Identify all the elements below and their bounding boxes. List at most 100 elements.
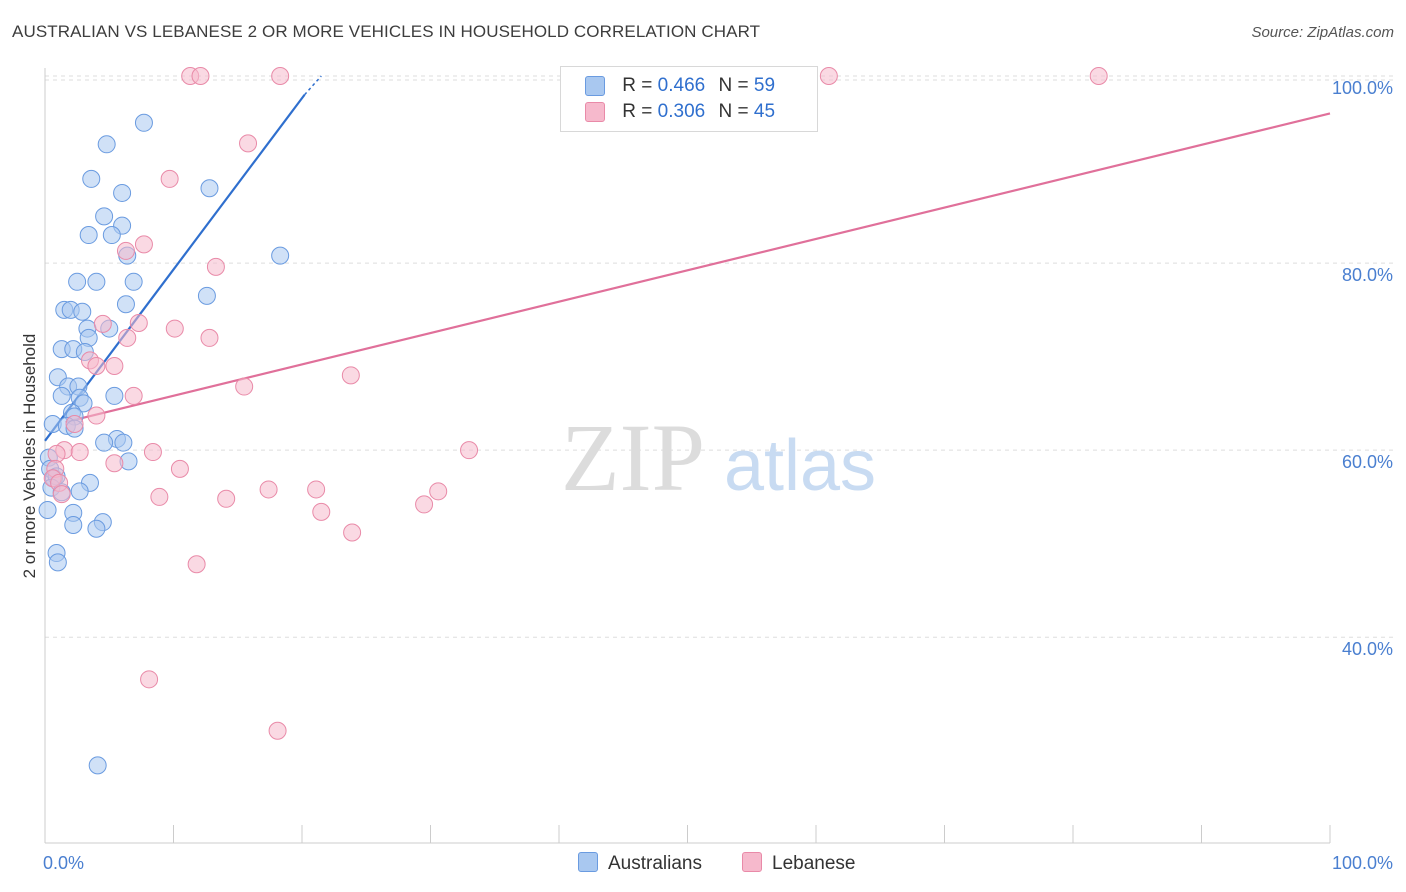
y-axis-label: 2 or more Vehicles in Household	[20, 334, 39, 579]
australians-point-5	[95, 207, 114, 226]
lebanese-points	[43, 67, 1108, 740]
australians-point-39	[114, 433, 133, 452]
lebanese-point-40	[312, 502, 331, 521]
watermark-atlas: atlas	[724, 426, 876, 506]
lebanese-point-6	[160, 169, 179, 188]
chart-title: AUSTRALIAN VS LEBANESE 2 OR MORE VEHICLE…	[12, 22, 761, 41]
lebanese-point-44	[268, 721, 287, 740]
lebanese-point-5	[239, 134, 258, 153]
australians-point-3	[200, 179, 219, 198]
australians-point-18	[73, 302, 92, 321]
lebanese-point-42	[187, 555, 206, 574]
legend-australians-r-label: R =	[622, 75, 653, 96]
lebanese-point-25	[143, 443, 162, 462]
legend-lebanese-r: 0.306	[657, 101, 706, 122]
lebanese-point-21	[87, 406, 106, 425]
legend-australians: R = 0.466 N = 59	[585, 75, 775, 99]
lebanese-point-34	[307, 480, 326, 499]
australians-point-4	[113, 183, 132, 202]
lebanese-point-18	[341, 366, 360, 385]
lebanese-point-38	[217, 489, 236, 508]
lebanese-point-41	[343, 523, 362, 542]
lebanese-point-39	[415, 495, 434, 514]
lebanese-point-1	[191, 67, 210, 86]
australians-point-56	[88, 756, 107, 775]
australians-point-1	[97, 135, 116, 154]
lebanese-point-16	[87, 356, 106, 375]
australians-point-38	[95, 433, 114, 452]
lebanese-point-9	[206, 257, 225, 276]
lebanese-point-10	[93, 314, 112, 333]
australians-point-48	[70, 482, 89, 501]
x-tick-label-max: 100.0%	[1332, 853, 1393, 873]
legend-australians-swatch	[585, 75, 605, 96]
lebanese-point-20	[124, 386, 143, 405]
lebanese-point-3	[819, 67, 838, 86]
lebanese-point-11	[129, 313, 148, 332]
legend-australians-n-label: N =	[718, 75, 749, 96]
lebanese-point-14	[200, 328, 219, 347]
lebanese-point-29	[105, 454, 124, 473]
australians-point-55	[48, 553, 67, 572]
lebanese-point-27	[47, 444, 66, 463]
australians-point-7	[79, 226, 98, 245]
australians-point-8	[102, 226, 121, 245]
lebanese-point-7	[134, 235, 153, 254]
lebanese-point-43	[140, 670, 159, 689]
y-tick-label-60: 60.0%	[1342, 452, 1393, 472]
lebanese-point-24	[70, 443, 89, 462]
lebanese-point-30	[170, 459, 189, 478]
lebanese-point-17	[105, 356, 124, 375]
australians-point-28	[52, 386, 71, 405]
lebanese-point-35	[429, 482, 448, 501]
lebanese-point-26	[460, 441, 479, 460]
australians-point-15	[116, 295, 135, 314]
y-tick-label-100: 100.0%	[1332, 78, 1393, 98]
axis-labels: 40.0% 60.0% 80.0% 100.0% 0.0% 100.0%	[43, 78, 1393, 873]
lebanese-point-13	[118, 328, 137, 347]
chart-source: Source: ZipAtlas.com	[1251, 24, 1394, 41]
watermark-zip: ZIP	[561, 404, 705, 511]
lebanese-point-37	[150, 487, 169, 506]
legend-lebanese-swatch	[585, 101, 605, 122]
y-tick-label-40: 40.0%	[1342, 639, 1393, 659]
lebanese-point-12	[165, 319, 184, 338]
watermark: ZIP atlas	[561, 404, 876, 511]
australians-point-12	[87, 272, 106, 291]
australians-point-53	[87, 519, 106, 538]
australians-point-2	[82, 169, 101, 188]
legend-lebanese-n: 45	[753, 101, 776, 122]
lebanese-point-2	[271, 67, 290, 86]
legend: R = 0.466 N = 59 R = 0.306 N = 45	[560, 66, 818, 132]
australians-trend-line	[44, 94, 306, 442]
bottom-legend-australians-label: Australians	[608, 853, 702, 874]
gridlines	[45, 75, 1393, 638]
y-tick-label-80: 80.0%	[1342, 265, 1393, 285]
x-tick-label-min: 0.0%	[43, 853, 84, 873]
lebanese-point-8	[116, 241, 135, 260]
legend-lebanese: R = 0.306 N = 45	[585, 101, 775, 125]
bottom-legend-lebanese-label: Lebanese	[772, 853, 856, 874]
australians-point-0	[134, 113, 153, 132]
legend-lebanese-r-label: R =	[622, 101, 653, 122]
australians-point-49	[38, 501, 57, 520]
bottom-legend-lebanese-swatch	[742, 852, 762, 872]
lebanese-point-4	[1089, 67, 1108, 86]
australians-trend-line-extension	[304, 75, 322, 96]
australians-point-52	[64, 515, 83, 534]
legend-australians-n: 59	[753, 75, 776, 96]
bottom-legend-lebanese: Lebanese	[742, 852, 855, 876]
legend-australians-r: 0.466	[657, 75, 706, 96]
lebanese-point-36	[52, 485, 71, 504]
lebanese-point-33	[259, 480, 278, 499]
legend-lebanese-n-label: N =	[718, 101, 749, 122]
australians-point-14	[197, 286, 216, 305]
lebanese-trend-line	[65, 112, 1331, 424]
australians-point-13	[124, 272, 143, 291]
australians-point-10	[271, 246, 290, 265]
australians-point-30	[105, 386, 124, 405]
trend-lines	[44, 75, 1331, 442]
lebanese-point-19	[235, 377, 254, 396]
australians-point-11	[68, 272, 87, 291]
